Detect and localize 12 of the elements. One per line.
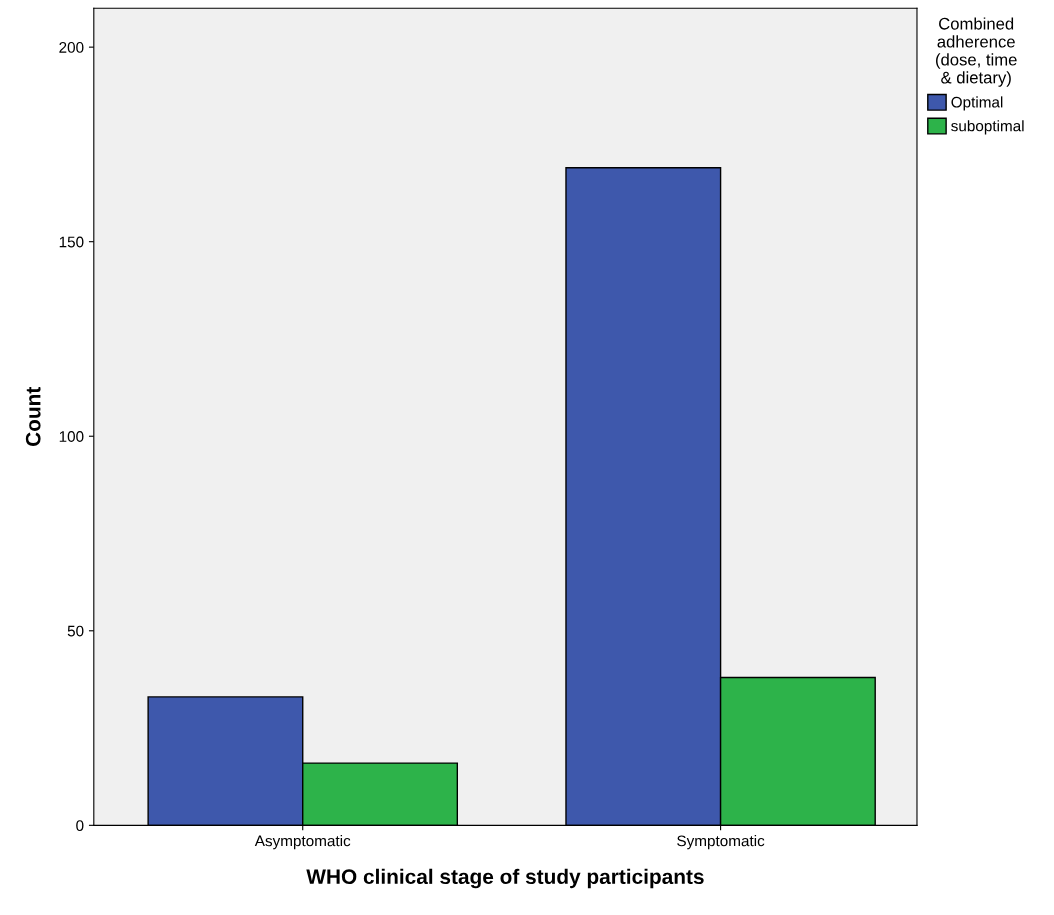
y-tick-label: 200 (59, 42, 84, 53)
legend-title: Combined adherence (dose, time & dietary) (936, 17, 1017, 87)
y-tick-label: 0 (76, 820, 84, 832)
x-tick-label: Asymptomatic (254, 835, 351, 850)
legend-label: Optimal (951, 96, 1003, 111)
y-tick-label: 50 (67, 625, 84, 637)
legend-label: suboptimal (951, 120, 1024, 135)
x-tick-label: Symptomatic (677, 835, 765, 850)
y-tick-label: 150 (59, 236, 84, 248)
x-axis-title: WHO clinical stage of study participants (306, 868, 704, 889)
y-axis-title: Count (25, 386, 41, 446)
y-tick-label: 100 (59, 431, 84, 442)
